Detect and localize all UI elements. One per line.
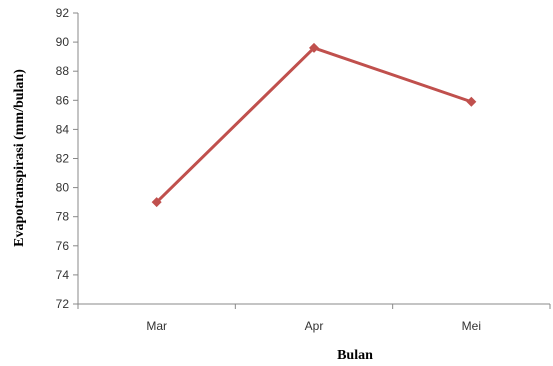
x-axis-title: Bulan — [337, 348, 373, 363]
y-tick-label: 86 — [56, 93, 70, 107]
y-tick-label: 80 — [56, 181, 70, 195]
x-tick-label: Mei — [462, 319, 481, 333]
y-tick-label: 82 — [56, 152, 70, 166]
data-point-marker — [309, 42, 319, 53]
y-tick-label: 78 — [56, 210, 70, 224]
y-tick-label: 92 — [56, 6, 70, 20]
y-tick-label: 74 — [56, 268, 70, 282]
y-tick-label: 72 — [56, 297, 70, 311]
y-tick-label: 88 — [56, 64, 70, 78]
x-tick-label: Mar — [146, 319, 167, 333]
y-axis: 72 74 76 78 80 82 84 86 88 90 92 — [56, 6, 79, 311]
data-point-marker — [466, 96, 477, 107]
y-tick-label: 90 — [56, 35, 70, 49]
y-tick-label: 76 — [56, 239, 70, 253]
series-line — [155, 46, 472, 204]
series — [151, 42, 477, 208]
data-point-marker — [151, 197, 162, 208]
x-tick-label: Apr — [305, 319, 324, 333]
y-tick-label: 84 — [56, 122, 70, 136]
x-axis: Mar Apr Mei — [77, 303, 551, 333]
y-axis-title: Evapotranspirasi (mm/bulan) — [12, 69, 27, 247]
